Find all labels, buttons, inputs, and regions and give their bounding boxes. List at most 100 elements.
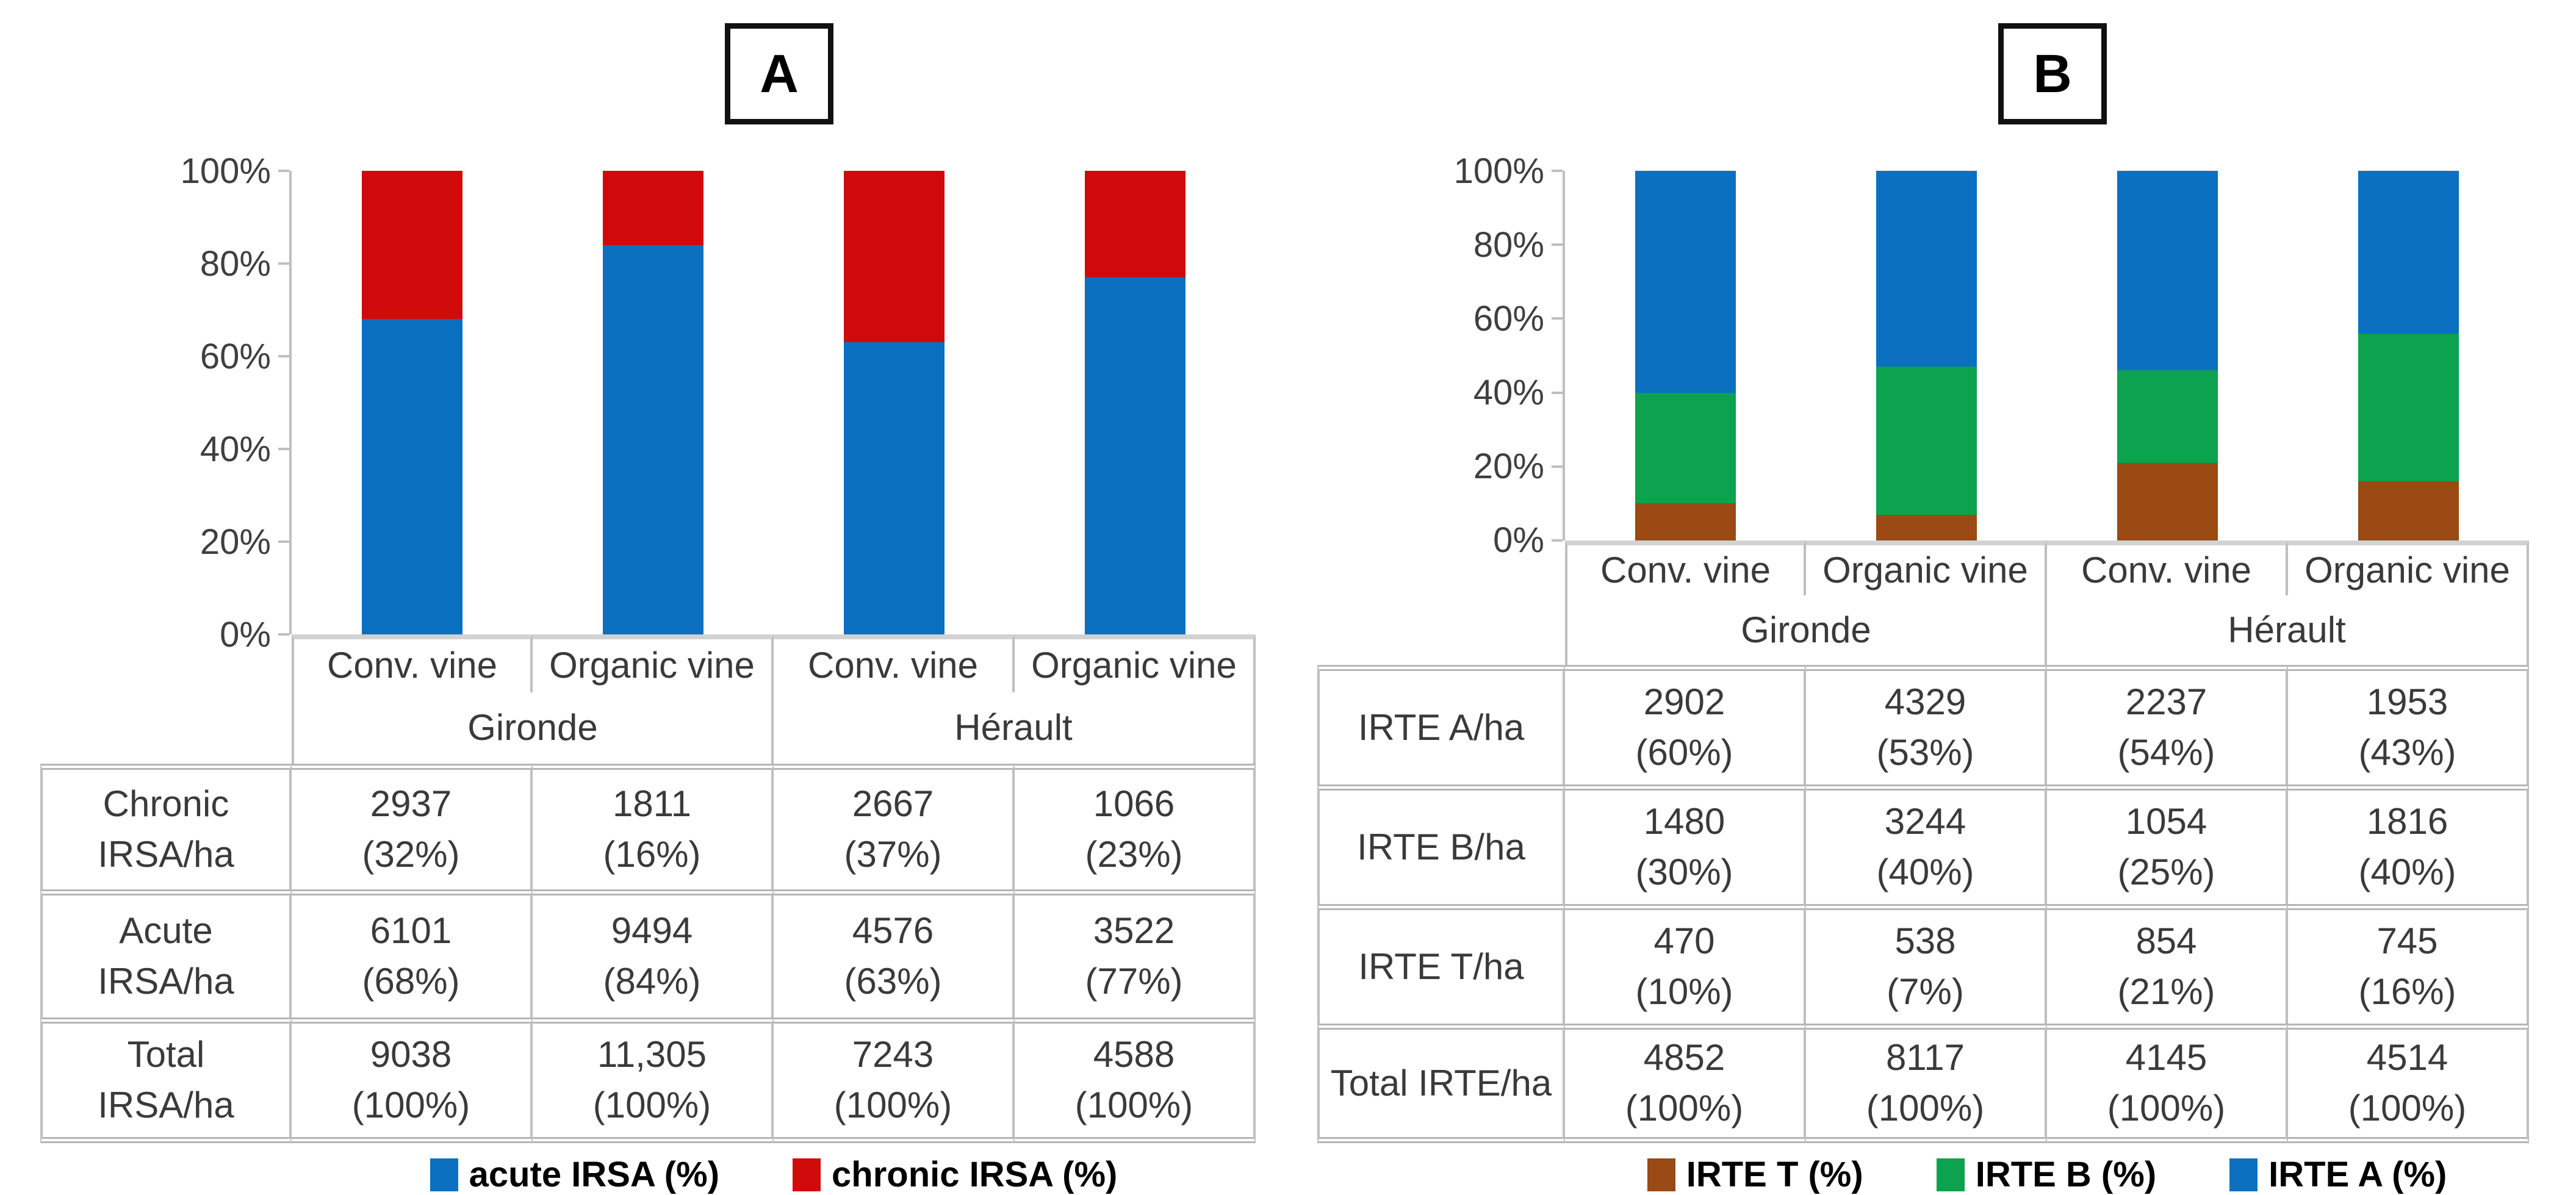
- category-cell: Organic vine: [533, 634, 774, 692]
- table-cell-value: 470 (10%): [1565, 904, 1806, 1024]
- legend-label: IRTE B (%): [1975, 1155, 2157, 1194]
- tick-label: 80%: [200, 243, 271, 284]
- tick-label: 60%: [1473, 298, 1544, 339]
- table-cell-value: 6101 (68%): [292, 889, 533, 1017]
- bar-column-gironde-conv: [1565, 171, 1806, 540]
- bar-segment-irte-t: [2117, 462, 2218, 540]
- region-cell-gironde: Gironde: [1565, 595, 2047, 665]
- category-cell: Organic vine: [1015, 634, 1256, 692]
- cell-percent: (63%): [844, 961, 942, 1002]
- cell-number: 6101: [370, 910, 452, 952]
- category-label: Conv. vine: [2081, 549, 2252, 590]
- cell-number: 854: [2135, 920, 2197, 962]
- cell-percent: (23%): [1085, 834, 1183, 875]
- cell-number: 4145: [2125, 1037, 2207, 1078]
- bar-column-herault-organic: [1015, 171, 1256, 634]
- bar-segment-acute-irsa: [843, 342, 945, 634]
- cell-percent: (100%): [592, 1085, 711, 1125]
- table-cell-value: 1054 (25%): [2047, 784, 2288, 904]
- cell-number: 1054: [2125, 801, 2207, 842]
- panel-b-plot: 100% 80% 60% 40% 20% 0%: [1317, 151, 2529, 560]
- cell-number: 7243: [852, 1034, 934, 1075]
- table-cell-value: 9038 (100%): [292, 1017, 533, 1143]
- bar-segment-acute-irsa: [1084, 277, 1186, 634]
- tick-mark: [278, 170, 289, 172]
- cell-percent: (68%): [362, 961, 460, 1002]
- cell-number: 3244: [1884, 801, 1966, 842]
- panel-b-sheet: 100% 80% 60% 40% 20% 0%: [1317, 151, 2529, 1195]
- row-label-line: IRTE T/ha: [1358, 946, 1524, 987]
- stacked-bar: [843, 171, 945, 634]
- table-cell-value: 1066 (23%): [1015, 764, 1256, 889]
- cell-percent: (100%): [833, 1085, 952, 1125]
- legend-label: chronic IRSA (%): [832, 1155, 1118, 1194]
- row-label-line: IRTE A/ha: [1358, 706, 1525, 748]
- panel-a-letter: A: [760, 43, 799, 104]
- table-cell-value: 4588 (100%): [1015, 1017, 1256, 1143]
- cell-percent: (54%): [2117, 732, 2215, 773]
- tick-mark: [278, 262, 289, 265]
- row-label-line: Total IRTE/ha: [1330, 1062, 1552, 1103]
- legend-item-irte-a: IRTE A (%): [2229, 1154, 2447, 1195]
- cell-number: 2667: [852, 783, 934, 825]
- panel-b-table: Conv. vine Organic vine Conv. vine Organ…: [1317, 540, 2529, 1143]
- row-label-line: IRSA/ha: [98, 834, 234, 875]
- cell-percent: (43%): [2358, 732, 2456, 773]
- bar-column-herault-conv: [2047, 171, 2288, 540]
- cell-percent: (30%): [1635, 852, 1733, 892]
- tick-mark: [278, 540, 289, 543]
- panel-a-sheet: 100% 80% 60% 40% 20% 0%: [40, 151, 1256, 1195]
- row-label-irte-t: IRTE T/ha: [1317, 904, 1565, 1024]
- legend-swatch-icon: [430, 1158, 458, 1191]
- panel-a-label-box: A: [725, 23, 833, 124]
- bar-column-herault-conv: [774, 171, 1015, 634]
- cell-number: 8117: [1885, 1037, 1965, 1078]
- category-label: Organic vine: [2304, 549, 2510, 590]
- cell-number: 3522: [1093, 910, 1175, 952]
- panel-b-y-axis: 100% 80% 60% 40% 20% 0%: [1317, 151, 1565, 560]
- cell-number: 1953: [2366, 681, 2448, 723]
- header-stub: [40, 692, 292, 764]
- table-cell-value: 1811 (16%): [533, 764, 774, 889]
- tick-label: 40%: [200, 429, 271, 469]
- cell-number: 11,305: [597, 1034, 707, 1075]
- table-cell-value: 2902 (60%): [1565, 665, 1806, 784]
- category-cell: Conv. vine: [292, 634, 533, 692]
- cell-number: 538: [1894, 920, 1956, 962]
- cell-number: 470: [1653, 920, 1715, 962]
- cell-number: 9038: [370, 1034, 452, 1075]
- table-cell-value: 4852 (100%): [1565, 1024, 1806, 1143]
- tick-mark: [1552, 539, 1563, 542]
- panel-a-legend: acute IRSA (%) chronic IRSA (%): [292, 1154, 1256, 1195]
- stacked-bar: [602, 171, 704, 634]
- table-cell-value: 4329 (53%): [1806, 665, 2047, 784]
- cell-percent: (21%): [2117, 971, 2215, 1012]
- table-cell-value: 8117 (100%): [1806, 1024, 2047, 1143]
- bar-segment-chronic-irsa: [602, 171, 704, 245]
- legend-swatch-icon: [793, 1158, 821, 1191]
- panel-a-plot: 100% 80% 60% 40% 20% 0%: [40, 151, 1256, 655]
- cell-percent: (100%): [2348, 1088, 2467, 1129]
- bar-segment-chronic-irsa: [843, 171, 945, 343]
- region-cell-gironde: Gironde: [292, 692, 774, 764]
- table-cell-value: 3522 (77%): [1015, 889, 1256, 1017]
- cell-number: 1816: [2366, 801, 2448, 842]
- table-cell-value: 4576 (63%): [774, 889, 1015, 1017]
- panel-b-letter: B: [2033, 43, 2072, 104]
- cell-number: 2902: [1643, 681, 1725, 723]
- table-cell-value: 9494 (84%): [533, 889, 774, 1017]
- tick-mark: [1552, 170, 1563, 172]
- category-cell: Conv. vine: [1565, 540, 1806, 595]
- table-cell-value: 7243 (100%): [774, 1017, 1015, 1143]
- cell-percent: (84%): [603, 961, 701, 1002]
- bar-segment-acute-irsa: [602, 245, 704, 634]
- cell-percent: (16%): [603, 834, 701, 875]
- table-cell-value: 3244 (40%): [1806, 784, 2047, 904]
- cell-percent: (100%): [351, 1085, 470, 1125]
- stacked-bar: [1876, 171, 1977, 540]
- table-cell-value: 11,305 (100%): [533, 1017, 774, 1143]
- category-cell: Organic vine: [1806, 540, 2047, 595]
- stacked-bar: [2117, 171, 2218, 540]
- cell-percent: (32%): [362, 834, 460, 875]
